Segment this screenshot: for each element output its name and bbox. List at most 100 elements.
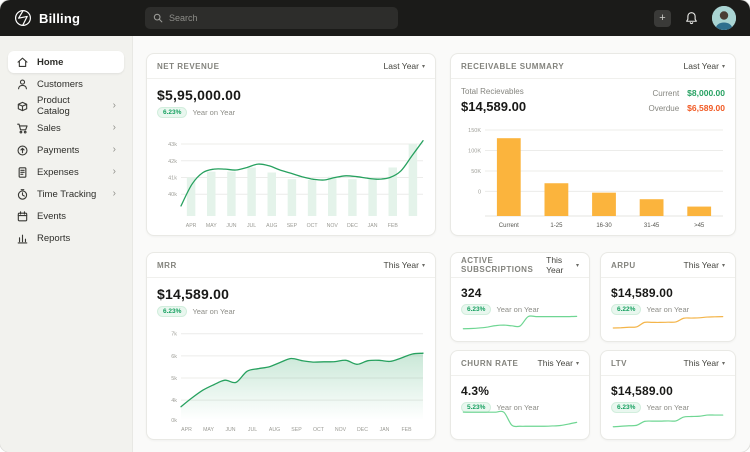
svg-text:NOV: NOV [327, 223, 339, 229]
svg-text:31-45: 31-45 [644, 223, 660, 229]
metric-block: $14,589.00 6.23% Year on Year [601, 376, 735, 413]
user-avatar[interactable] [712, 6, 736, 30]
current-label: Current [652, 88, 680, 98]
card-header: LTV This Year ▾ [601, 351, 735, 376]
total-receivables-value: $14,589.00 [461, 99, 527, 114]
svg-text:APR: APR [186, 223, 197, 229]
app-logo[interactable]: Billing [14, 9, 80, 27]
svg-text:JUL: JUL [247, 223, 256, 229]
period-dropdown[interactable]: This Year ▾ [546, 255, 579, 275]
svg-text:JUL: JUL [248, 427, 257, 433]
sidebar-item-label: Customers [37, 78, 83, 90]
svg-text:MAY: MAY [203, 427, 214, 433]
sidebar-item-label: Payments [37, 144, 80, 156]
yoy-badge: 6.22% [611, 304, 642, 315]
svg-text:SEP: SEP [291, 427, 302, 433]
expenses-icon [16, 166, 29, 179]
sidebar-item-reports[interactable]: Reports [8, 227, 124, 249]
search-icon [153, 13, 163, 23]
sidebar-item-customers[interactable]: Customers [8, 73, 124, 95]
mrr-chart: 7k 6k 5k 4k 0k APR MAY JUN JUL AUG SEP OCT NOV DEC JAN… [157, 321, 427, 433]
yoy-caption: Year on Year [192, 108, 236, 117]
chevron-right-icon: › [112, 100, 116, 111]
sidebar-item-payments[interactable]: Payments › [8, 139, 124, 161]
svg-text:NOV: NOV [335, 427, 347, 433]
sidebar-item-label: Time Tracking [37, 188, 97, 200]
yoy-caption: Year on Year [496, 403, 540, 412]
period-label: This Year [546, 255, 564, 275]
sidebar-item-label: Home [37, 56, 64, 68]
svg-text:6k: 6k [171, 354, 177, 360]
net-revenue-card: NET REVENUE Last Year ▾ $5,95,000.00 6.2… [146, 53, 436, 236]
svg-text:SEP: SEP [287, 223, 298, 229]
notifications-bell-icon[interactable] [685, 11, 698, 25]
mrr-card: MRR This Year ▾ $14,589.00 6.23% Year on… [146, 252, 436, 440]
sidebar-item-label: Events [37, 210, 67, 222]
billing-logo-icon [14, 9, 32, 27]
sidebar-item-sales[interactable]: Sales › [8, 117, 124, 139]
card-title: MRR [157, 260, 177, 270]
yoy-caption: Year on Year [646, 305, 690, 314]
product-catalog-icon [16, 100, 29, 113]
yoy-caption: Year on Year [192, 307, 236, 316]
yoy-badge: 6.23% [157, 107, 188, 118]
svg-text:42k: 42k [168, 159, 177, 165]
add-new-button[interactable]: + [654, 9, 671, 27]
sidebar-item-home[interactable]: Home [8, 51, 124, 73]
period-dropdown[interactable]: Last Year ▾ [684, 61, 725, 71]
reports-chart-icon [16, 232, 29, 245]
svg-text:43k: 43k [168, 142, 177, 148]
svg-text:MAY: MAY [206, 223, 217, 229]
overdue-value: $6,589.00 [687, 103, 725, 113]
sidebar-item-events[interactable]: Events [8, 205, 124, 227]
time-tracking-clock-icon [16, 188, 29, 201]
svg-text:7k: 7k [171, 332, 177, 338]
sidebar-item-label: Product Catalog [37, 95, 70, 117]
card-header: NET REVENUE Last Year ▾ [147, 54, 435, 79]
topbar-actions: + [654, 6, 736, 30]
net-revenue-chart: 43k 42k 41k 40k APR MAY JUN JUL AUG SEP OCT NOV DEC J… [157, 129, 427, 229]
svg-text:41k: 41k [168, 176, 177, 182]
receivable-aging-chart: 150K 100K 50K 0 Current 1-25 16-30 31-45 >45 [461, 125, 727, 229]
period-dropdown[interactable]: This Year ▾ [684, 358, 725, 368]
svg-text:40k: 40k [168, 192, 177, 198]
sidebar-item-label: Reports [37, 232, 71, 244]
card-title: CHURN RATE [461, 358, 519, 368]
sidebar-item-label: Sales [37, 122, 61, 134]
period-dropdown[interactable]: Last Year ▾ [384, 61, 425, 71]
metric-value: 4.3% [461, 384, 490, 398]
svg-text:FEB: FEB [401, 427, 412, 433]
svg-text:AUG: AUG [269, 427, 280, 433]
payments-icon [16, 144, 29, 157]
metric-block: 4.3% 5.23% Year on Year [451, 376, 589, 413]
card-title: LTV [611, 358, 628, 368]
sidebar-item-expenses[interactable]: Expenses › [8, 161, 124, 183]
sidebar-item-product-catalog[interactable]: Product Catalog › [8, 95, 124, 117]
total-receivables-label: Total Recievables [461, 87, 524, 96]
arpu-sparkline [611, 306, 725, 333]
yoy-badge: 6.23% [461, 304, 492, 315]
svg-text:1-25: 1-25 [550, 223, 563, 229]
search-bar[interactable] [145, 7, 398, 29]
svg-text:JAN: JAN [368, 223, 378, 229]
yoy-caption: Year on Year [496, 305, 540, 314]
period-dropdown[interactable]: This Year ▾ [684, 260, 725, 270]
app-title: Billing [39, 10, 81, 26]
svg-text:DEC: DEC [347, 223, 358, 229]
chevron-down-icon: ▾ [721, 360, 725, 367]
period-label: This Year [537, 358, 573, 368]
svg-text:JUN: JUN [225, 427, 235, 433]
chevron-down-icon: ▾ [721, 262, 725, 269]
svg-text:OCT: OCT [307, 223, 319, 229]
card-title: ACTIVE SUBSCRIPTIONS [461, 256, 534, 274]
period-dropdown[interactable]: This Year ▾ [384, 260, 425, 270]
svg-text:DEC: DEC [357, 427, 368, 433]
period-dropdown[interactable]: This Year ▾ [538, 358, 579, 368]
receivable-summary-card: RECEIVABLE SUMMARY Last Year ▾ Total Rec… [450, 53, 736, 236]
period-label: Last Year [683, 61, 719, 71]
search-input[interactable] [169, 13, 390, 23]
metric-block: 324 6.23% Year on Year [451, 278, 589, 315]
churn-rate-card: CHURN RATE This Year ▾ 4.3% 5.23% Year o… [450, 350, 590, 440]
sidebar-item-time-tracking[interactable]: Time Tracking › [8, 183, 124, 205]
overdue-label: Overdue [648, 103, 680, 113]
